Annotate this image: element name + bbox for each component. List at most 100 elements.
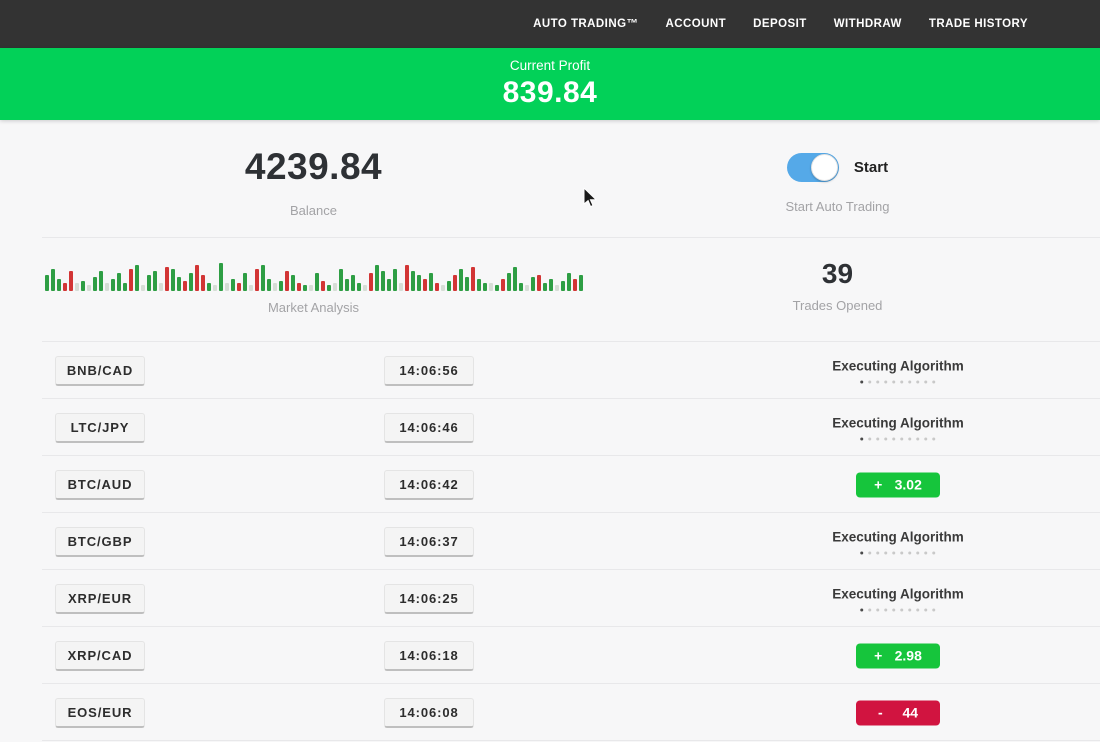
result-value: 2.98 — [894, 647, 922, 664]
market-bar — [368, 273, 373, 291]
profit-badge: +3.02 — [856, 472, 940, 497]
time-badge: 14:06:08 — [384, 697, 474, 728]
market-bar — [272, 283, 277, 291]
trade-status: - 44 — [856, 700, 940, 725]
market-bar — [200, 275, 205, 291]
progress-dot — [868, 437, 872, 440]
pair-badge: XRP/EUR — [55, 583, 145, 614]
market-bar — [488, 283, 493, 291]
progress-dot — [924, 380, 928, 383]
trade-status: +3.02 — [856, 472, 940, 497]
market-stats-section: Market Analysis 39 Trades Opened — [0, 238, 1100, 341]
market-bar — [128, 269, 133, 291]
market-bar — [326, 285, 331, 291]
market-bar — [572, 279, 577, 291]
progress-dot — [900, 608, 904, 611]
market-bar — [158, 283, 163, 291]
market-bar — [50, 269, 55, 291]
market-bar — [218, 263, 223, 291]
executing-algorithm-label: Executing Algorithm — [832, 586, 964, 601]
market-analysis-chart — [44, 257, 583, 291]
market-bar — [554, 285, 559, 291]
result-sign: + — [874, 647, 883, 664]
market-bar — [428, 273, 433, 291]
market-bar — [380, 271, 385, 291]
section-divider — [42, 341, 1100, 342]
market-bar — [398, 283, 403, 291]
market-bar — [302, 285, 307, 291]
progress-dot — [908, 608, 912, 611]
toggle-label: Start — [853, 159, 889, 176]
progress-dot — [916, 437, 920, 440]
market-bar — [284, 271, 289, 291]
market-bar — [236, 283, 241, 291]
trade-row: BNB/CAD 14:06:56 Executing Algorithm — [0, 342, 1100, 399]
nav-item-withdraw[interactable]: WITHDRAW — [833, 18, 902, 30]
progress-dot — [908, 380, 912, 383]
progress-dot — [876, 551, 880, 554]
market-bar — [518, 283, 523, 291]
nav-item-trade-history[interactable]: TRADE HISTORY — [928, 18, 1028, 30]
nav-item-deposit[interactable]: DEPOSIT — [753, 18, 807, 30]
trades-opened-count: 39 — [821, 258, 854, 289]
market-bar — [110, 279, 115, 291]
progress-dot — [876, 437, 880, 440]
market-bar — [308, 285, 313, 291]
market-bar — [470, 267, 475, 291]
trade-row: LTC/JPY 14:06:46 Executing Algorithm — [0, 399, 1100, 456]
progress-dot — [868, 380, 872, 383]
market-bar — [140, 285, 145, 291]
progress-dot — [932, 551, 936, 554]
market-bar — [332, 283, 337, 291]
market-bar — [482, 283, 487, 291]
market-bar — [566, 273, 571, 291]
trade-row: XRP/EUR 14:06:25 Executing Algorithm — [0, 570, 1100, 627]
trades-opened-block: 39 Trades Opened — [627, 238, 1100, 341]
market-bar — [434, 283, 439, 291]
progress-dot — [932, 608, 936, 611]
market-bar — [254, 269, 259, 291]
progress-dot — [900, 551, 904, 554]
market-bar — [278, 281, 283, 291]
market-bar — [56, 279, 61, 291]
progress-dot — [868, 551, 872, 554]
market-bar — [536, 275, 541, 291]
market-bar — [176, 277, 181, 291]
trade-list: BNB/CAD 14:06:56 Executing Algorithm LTC… — [0, 342, 1100, 741]
balance-block: 4239.84 Balance — [0, 120, 627, 237]
market-bar — [98, 271, 103, 291]
progress-dot — [884, 437, 888, 440]
market-bar — [134, 265, 139, 291]
market-bar — [404, 265, 409, 291]
market-bar — [104, 283, 109, 291]
trade-row: BTC/GBP 14:06:37 Executing Algorithm — [0, 513, 1100, 570]
market-bar — [290, 275, 295, 291]
time-badge: 14:06:46 — [384, 412, 474, 443]
trade-status: Executing Algorithm — [832, 415, 964, 440]
progress-dot — [900, 437, 904, 440]
nav-item-account[interactable]: ACCOUNT — [665, 18, 727, 30]
progress-dot — [892, 380, 896, 383]
market-bar — [248, 285, 253, 291]
nav-item-auto-trading[interactable]: AUTO TRADING™ — [533, 18, 639, 30]
executing-algorithm-label: Executing Algorithm — [832, 415, 964, 430]
time-badge: 14:06:56 — [384, 355, 474, 386]
market-bar — [170, 269, 175, 291]
market-bar — [260, 265, 265, 291]
market-bar — [542, 283, 547, 291]
market-bar — [92, 277, 97, 291]
market-bar — [548, 279, 553, 291]
pair-badge: BNB/CAD — [55, 355, 145, 386]
market-bar — [188, 273, 193, 291]
market-bar — [344, 279, 349, 291]
market-bar — [74, 283, 79, 291]
market-bar — [116, 273, 121, 291]
auto-trading-toggle[interactable] — [786, 153, 839, 182]
time-badge: 14:06:25 — [384, 583, 474, 614]
pair-badge: LTC/JPY — [55, 412, 145, 443]
market-bar — [458, 269, 463, 291]
market-bar — [146, 275, 151, 291]
market-bar — [320, 281, 325, 291]
market-bar — [392, 269, 397, 291]
market-bar — [446, 281, 451, 291]
